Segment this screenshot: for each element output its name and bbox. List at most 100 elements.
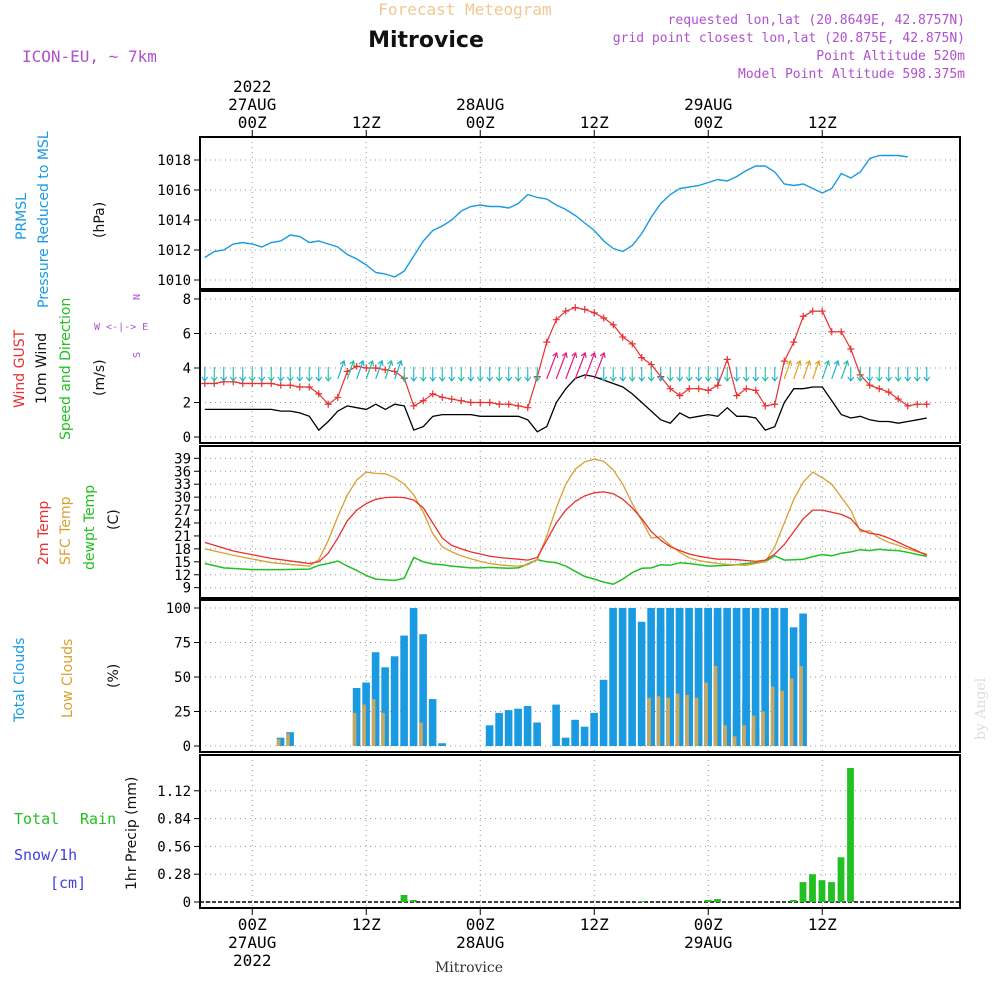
total-cloud-bar — [580, 726, 589, 746]
panel-frame — [199, 599, 961, 753]
total-cloud-bar — [419, 634, 427, 746]
total-cloud-bar — [666, 608, 674, 746]
prmsl-labels: PRMSL Pressure Reduced to MSL (hPa) — [14, 131, 108, 308]
low-cloud-bar — [381, 712, 385, 746]
y-tick-label: 0.28 — [157, 867, 191, 883]
panel-frame — [199, 136, 961, 290]
low-cloud-bar — [656, 696, 661, 746]
total-cloud-bar — [561, 737, 570, 746]
low-cloud-bar — [789, 678, 794, 746]
wind-arrow — [419, 366, 427, 382]
wind-arrow — [533, 366, 541, 382]
gust-marker — [714, 381, 722, 389]
gust-marker — [524, 404, 532, 412]
gust-marker — [685, 385, 693, 393]
wind-arrow — [866, 366, 874, 382]
total-cloud-bar — [390, 656, 399, 746]
wind-arrow — [647, 366, 655, 382]
rain-bar — [704, 900, 712, 902]
bottom-time-label: 00Z — [238, 915, 267, 934]
total-cloud-bar — [533, 722, 541, 746]
total-cloud-bar — [704, 608, 712, 746]
wind-arrow — [248, 366, 256, 382]
total-cloud-bar — [628, 608, 636, 746]
y-tick-label: 8 — [183, 292, 191, 308]
wind-arrow — [856, 366, 864, 382]
wind-arrow — [723, 366, 731, 382]
gust-marker — [277, 381, 285, 389]
wind-arrow — [904, 366, 912, 382]
rain-bar — [790, 900, 797, 902]
gust-marker — [590, 309, 598, 317]
bottom-time-label: 12Z — [352, 915, 381, 934]
wind-arrow — [885, 366, 893, 382]
low-cloud-bar — [352, 712, 357, 746]
gust-marker — [809, 307, 817, 315]
gust-marker — [771, 400, 779, 408]
total-label: Total — [14, 810, 59, 828]
total-cloud-bar — [485, 725, 494, 746]
total-cloud-bar — [618, 608, 627, 746]
rain-bar — [847, 768, 854, 902]
wind-arrow — [628, 366, 636, 382]
y-tick-label: 1018 — [157, 153, 191, 169]
snow-label: Snow/1h — [14, 846, 77, 864]
footer-location: Mitrovice — [435, 960, 503, 976]
gust-marker — [581, 305, 589, 313]
y-tick-label: 25 — [174, 705, 191, 721]
app-title: Forecast Meteogram — [378, 0, 551, 19]
gust-marker — [609, 321, 617, 329]
prmsl-unit-label: (hPa) — [92, 202, 108, 238]
low-cloud-bar — [685, 694, 689, 746]
wind-arrow — [840, 359, 850, 380]
low-clouds-label: Low Clouds — [60, 639, 76, 718]
wind-arrow — [277, 366, 285, 382]
prmsl-label: PRMSL — [14, 193, 30, 240]
temp-sfc-label: SFC Temp — [58, 496, 74, 565]
gust-marker — [733, 392, 741, 400]
total-cloud-bar — [647, 608, 655, 746]
y-tick-label: 1014 — [157, 213, 191, 229]
y-tick-label: 4 — [183, 361, 191, 377]
wind-arrow — [847, 366, 855, 382]
wind-arrow — [486, 366, 494, 382]
panel-frame — [199, 754, 961, 909]
wind-arrow — [812, 359, 821, 380]
wind-arrow — [600, 366, 608, 382]
temp-2m-line — [204, 491, 928, 565]
gust-marker — [429, 390, 437, 398]
gust-marker — [543, 338, 551, 346]
total-cloud-bar — [428, 699, 437, 746]
bottom-time-label: 27AUG — [228, 933, 276, 952]
gust-marker — [362, 364, 370, 372]
gust-marker — [381, 366, 389, 374]
gust-marker — [704, 386, 712, 394]
gust-marker — [334, 393, 342, 401]
wind-arrow — [384, 359, 394, 380]
requested-coords: requested lon,lat (20.8649E, 42.8757N) — [668, 13, 965, 28]
wind-arrow — [574, 351, 587, 380]
top-time-label: 12Z — [580, 113, 609, 132]
wind-arrow — [286, 366, 294, 382]
wind-arrow — [356, 359, 365, 380]
rain-bar — [400, 895, 408, 902]
low-cloud-bar — [362, 704, 366, 746]
gust-marker — [619, 333, 627, 341]
gust-marker — [761, 402, 769, 410]
total-cloud-bar — [523, 706, 532, 746]
total-cloud-bar — [362, 682, 370, 746]
bottom-time-label: 12Z — [580, 915, 609, 934]
wind-arrow — [638, 366, 646, 382]
bottom-time-label: 29AUG — [684, 933, 732, 952]
cloud-unit-label: (%) — [106, 664, 122, 688]
gust-marker — [495, 400, 503, 408]
y-tick-label: 0 — [183, 739, 191, 755]
wind-arrow — [771, 366, 779, 382]
wind-gust-label: Wind GUST — [12, 329, 28, 408]
gust-marker — [457, 397, 465, 405]
wind-arrow — [546, 351, 559, 380]
gust-marker — [505, 400, 513, 408]
gust-marker — [723, 355, 731, 363]
